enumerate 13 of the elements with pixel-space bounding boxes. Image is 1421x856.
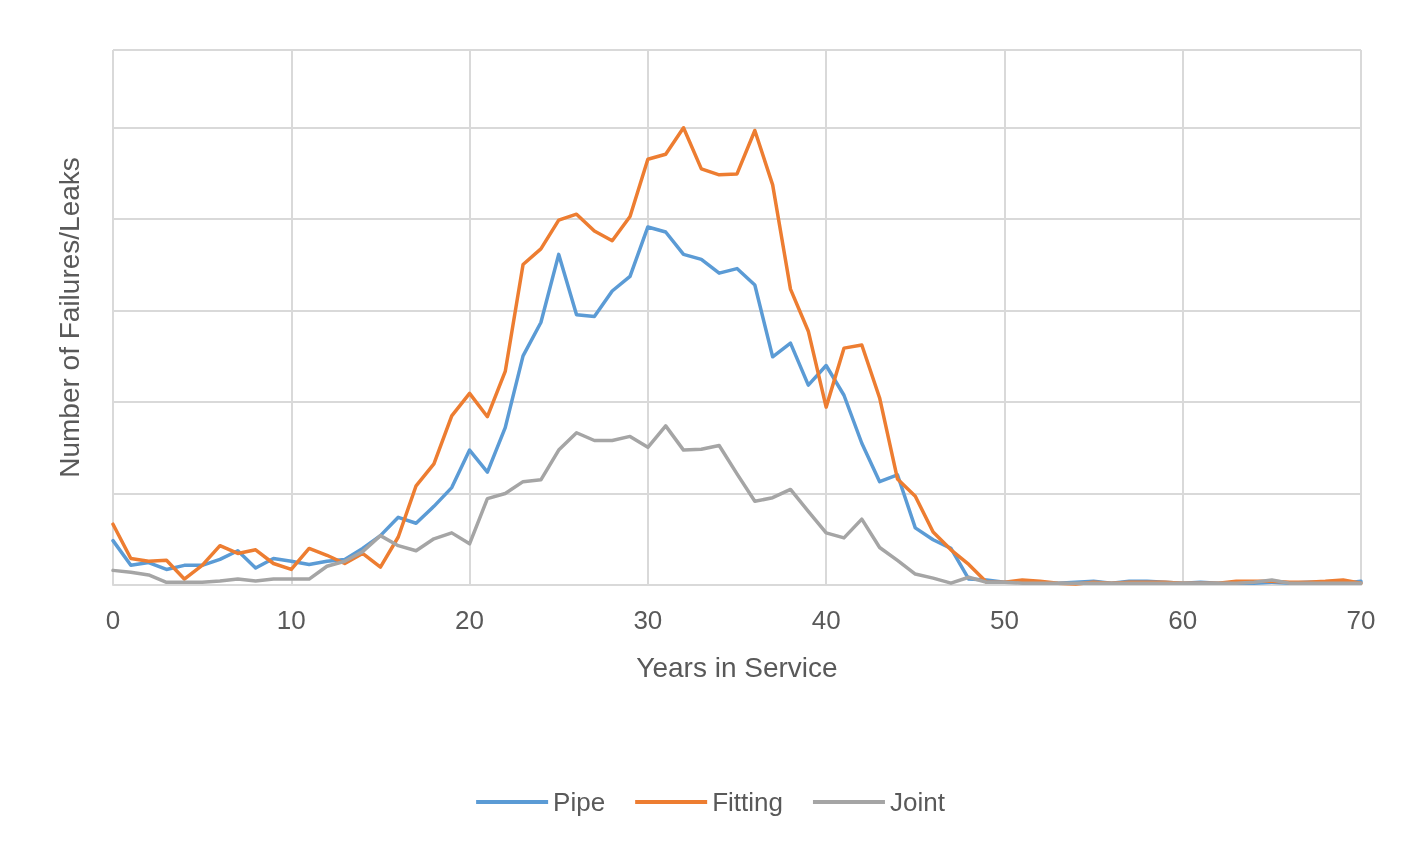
x-axis-title: Years in Service [636,651,838,683]
x-tick-label: 20 [455,605,485,635]
y-axis-title: Number of Failures/Leaks [53,157,85,478]
x-tick-label: 30 [633,605,663,635]
x-tick-label: 70 [1346,605,1376,635]
legend-label: Joint [889,787,946,817]
legend-label: Pipe [553,787,606,817]
x-tick-label: 10 [276,605,306,635]
x-tick-label: 50 [989,605,1019,635]
x-tick-label: 60 [1168,605,1198,635]
legend-label: Fitting [712,787,783,817]
x-tick-label: 40 [811,605,841,635]
x-tick-label: 0 [105,605,121,635]
